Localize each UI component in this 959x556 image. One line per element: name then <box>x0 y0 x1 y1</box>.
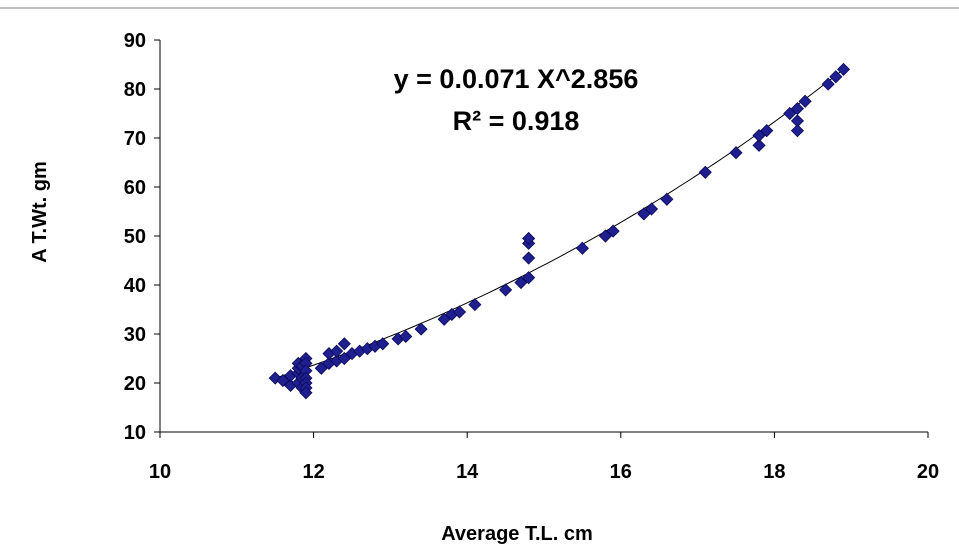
data-point <box>798 94 812 108</box>
data-point <box>522 231 536 246</box>
data-point <box>752 138 766 152</box>
y-tick-label: 60 <box>124 177 146 199</box>
x-tick-label: 16 <box>610 461 632 483</box>
data-point <box>468 298 482 312</box>
data-point <box>337 351 351 366</box>
data-point <box>752 128 766 143</box>
y-tick-label: 90 <box>124 30 146 52</box>
data-point <box>660 192 674 206</box>
data-point <box>644 202 659 216</box>
r-squared-label: R² = 0.918 <box>453 106 580 136</box>
data-point <box>598 229 613 243</box>
data-point <box>399 329 413 344</box>
x-tick-label: 18 <box>763 461 785 483</box>
x-tick-label: 14 <box>456 461 479 483</box>
data-point <box>452 305 467 319</box>
y-tick-label: 40 <box>124 275 146 297</box>
data-point <box>698 165 712 179</box>
data-point <box>314 361 328 375</box>
x-tick-label: 20 <box>917 461 939 483</box>
data-point <box>522 251 536 265</box>
y-tick-label: 70 <box>124 128 146 150</box>
x-axis-title: Average T.L. cm <box>441 523 593 545</box>
data-point <box>790 124 805 138</box>
data-point <box>783 106 797 121</box>
y-tick-label: 30 <box>124 324 146 346</box>
data-point <box>836 62 851 76</box>
data-point <box>299 386 313 400</box>
y-tick-label: 50 <box>124 226 146 248</box>
data-point <box>514 275 528 290</box>
data-point <box>760 124 774 138</box>
data-point <box>437 312 451 326</box>
y-tick-label: 10 <box>124 422 146 444</box>
data-point <box>821 77 835 91</box>
data-point <box>376 337 390 351</box>
equation-label: y = 0.0.071 X^2.856 <box>394 64 639 94</box>
y-axis-title: A T.Wt. gm <box>29 161 51 262</box>
data-point <box>637 207 651 221</box>
data-point <box>499 283 513 297</box>
data-point <box>606 224 620 238</box>
data-point <box>337 337 351 351</box>
y-tick-label: 80 <box>124 79 146 101</box>
data-point <box>729 146 743 160</box>
x-tick-label: 12 <box>302 461 324 483</box>
trendline <box>275 69 844 379</box>
data-point <box>575 241 589 255</box>
data-point <box>829 70 843 84</box>
data-point <box>414 322 428 336</box>
y-tick-label: 20 <box>124 373 146 395</box>
data-point <box>330 344 344 358</box>
data-point <box>522 271 536 285</box>
data-point <box>276 373 290 388</box>
x-tick-label: 10 <box>149 461 171 483</box>
